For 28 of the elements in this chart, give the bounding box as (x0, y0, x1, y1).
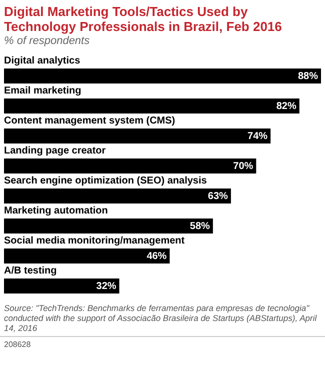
data-label: 70% (233, 160, 254, 172)
bar (4, 68, 321, 84)
bar (4, 188, 231, 204)
bar (4, 248, 170, 264)
bar (4, 218, 213, 234)
data-label: 63% (208, 190, 228, 202)
y-tick-label: Search engine optimization (SEO) analysis (4, 175, 208, 186)
bar (4, 98, 300, 114)
y-tick-label: Social media monitoring/management (4, 235, 186, 246)
y-tick-label: Landing page creator (4, 145, 106, 156)
bar (4, 278, 120, 294)
data-label: 82% (276, 100, 296, 112)
data-label: 32% (96, 280, 116, 292)
data-label: 74% (248, 130, 268, 142)
y-tick-label: Email marketing (4, 85, 82, 96)
y-tick-label: Content management system (CMS) (4, 115, 176, 126)
y-tick-label: Marketing automation (4, 205, 108, 216)
data-label: 46% (146, 250, 167, 262)
chart-subtitle: % of respondents (3, 34, 91, 47)
y-tick-label: Digital analytics (4, 55, 81, 66)
text: 208628 (0, 336, 325, 352)
data-label: 88% (298, 70, 318, 82)
data-label: 58% (190, 220, 210, 232)
source-note: Source: "TechTrends: Benchmarks de ferramentas para empresas de tecnologia" conducted with the support of Associacão Brasileira de Startups (ABStartups), April 14, 2016 (3, 303, 318, 333)
y-tick-label: A/B testing (4, 265, 57, 276)
bar (4, 128, 271, 144)
chart-title: Digital Marketing Tools/Tactics Used by Technology Professionals in Brazil, Feb 2016 (3, 3, 283, 34)
bar (4, 158, 256, 174)
